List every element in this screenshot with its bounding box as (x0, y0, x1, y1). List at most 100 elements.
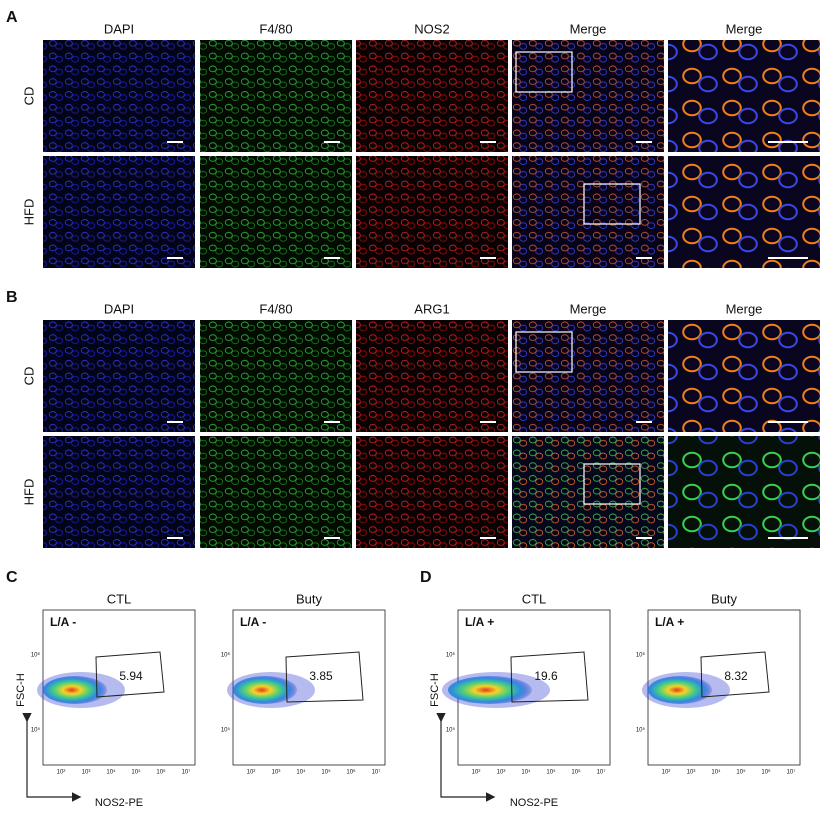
micrograph (43, 436, 195, 548)
x-tick-label: 10⁶ (156, 769, 166, 776)
micrograph (43, 320, 195, 432)
micrograph (668, 40, 820, 152)
panel-label: C (6, 569, 18, 586)
micrograph (200, 156, 352, 268)
column-header: F4/80 (259, 21, 292, 36)
gate (700, 651, 770, 698)
x-tick-label: 10⁴ (106, 769, 116, 776)
panel-label: A (6, 9, 18, 26)
gate-percent: 19.6 (534, 669, 558, 683)
x-tick-label: 10⁵ (736, 769, 746, 776)
gate (285, 651, 364, 703)
gate (95, 651, 165, 698)
micrograph (200, 436, 352, 548)
x-tick-label: 10⁷ (372, 769, 381, 776)
row-label: CD (21, 367, 36, 386)
micrograph (668, 436, 820, 548)
x-tick-label: 10² (662, 770, 671, 776)
plot-title: Buty (296, 591, 323, 606)
y-axis-label: FSC-H (429, 673, 441, 707)
dot-density (233, 676, 297, 704)
column-header: Merge (726, 21, 763, 36)
column-header: DAPI (104, 301, 134, 316)
x-axis-label: NOS2-PE (510, 797, 558, 809)
x-tick-label: 10⁶ (761, 769, 771, 776)
y-tick-label: 10⁵ (31, 727, 41, 734)
column-header: NOS2 (414, 21, 449, 36)
y-tick-label: 10⁵ (221, 727, 231, 734)
y-tick-label: 10⁵ (446, 727, 456, 734)
micrograph (356, 436, 508, 548)
y-tick-label: 10⁶ (31, 652, 41, 659)
x-tick-label: 10⁷ (597, 769, 606, 776)
micrograph (512, 156, 664, 268)
micrograph (200, 40, 352, 152)
zoom-box (515, 51, 573, 93)
column-header: Merge (570, 21, 607, 36)
column-header: F4/80 (259, 301, 292, 316)
x-tick-label: 10² (247, 770, 256, 776)
micrograph (356, 320, 508, 432)
y-tick-label: 10⁶ (446, 652, 456, 659)
x-tick-label: 10⁴ (521, 769, 531, 776)
plot-title: Buty (711, 591, 738, 606)
micrograph (356, 40, 508, 152)
x-tick-label: 10⁶ (346, 769, 356, 776)
axis-arrow (22, 712, 82, 802)
x-tick-label: 10³ (82, 770, 91, 776)
column-header: Merge (726, 301, 763, 316)
column-header: ARG1 (414, 301, 449, 316)
x-tick-label: 10³ (687, 770, 696, 776)
x-tick-label: 10⁴ (296, 769, 306, 776)
x-tick-label: 10⁵ (321, 769, 331, 776)
gate-label: L/A - (240, 615, 266, 629)
plot-title: CTL (107, 591, 132, 606)
x-tick-label: 10⁴ (711, 769, 721, 776)
panel-label: B (6, 289, 18, 306)
gate (510, 651, 589, 703)
micrograph (43, 156, 195, 268)
x-tick-label: 10⁶ (571, 769, 581, 776)
y-tick-label: 10⁶ (636, 652, 646, 659)
gate-percent: 3.85 (309, 669, 333, 683)
x-tick-label: 10⁷ (182, 769, 191, 776)
x-axis-label: NOS2-PE (95, 797, 143, 809)
row-label: CD (21, 87, 36, 106)
gate-label: L/A - (50, 615, 76, 629)
x-tick-label: 10² (472, 770, 481, 776)
panel-label: D (420, 569, 432, 586)
row-label: HFD (21, 199, 36, 226)
x-tick-label: 10² (57, 770, 66, 776)
gate-percent: 8.32 (724, 669, 748, 683)
micrograph (668, 156, 820, 268)
axis-arrow (436, 712, 496, 802)
zoom-box (583, 463, 641, 505)
gate-percent: 5.94 (119, 669, 143, 683)
dot-density (448, 676, 532, 704)
x-tick-label: 10³ (497, 770, 506, 776)
zoom-box (583, 183, 641, 225)
plot-title: CTL (522, 591, 547, 606)
micrograph (512, 40, 664, 152)
micrograph (512, 436, 664, 548)
micrograph (512, 320, 664, 432)
y-tick-label: 10⁵ (636, 727, 646, 734)
micrograph (200, 320, 352, 432)
x-tick-label: 10⁷ (787, 769, 796, 776)
micrograph (668, 320, 820, 432)
x-tick-label: 10⁵ (131, 769, 141, 776)
column-header: Merge (570, 301, 607, 316)
gate-label: L/A + (655, 615, 684, 629)
zoom-box (515, 331, 573, 373)
dot-density (43, 676, 107, 704)
column-header: DAPI (104, 21, 134, 36)
gate-label: L/A + (465, 615, 494, 629)
row-label: HFD (21, 479, 36, 506)
y-tick-label: 10⁶ (221, 652, 231, 659)
micrograph (356, 156, 508, 268)
x-tick-label: 10⁵ (546, 769, 556, 776)
micrograph (43, 40, 195, 152)
dot-density (648, 676, 712, 704)
x-tick-label: 10³ (272, 770, 281, 776)
